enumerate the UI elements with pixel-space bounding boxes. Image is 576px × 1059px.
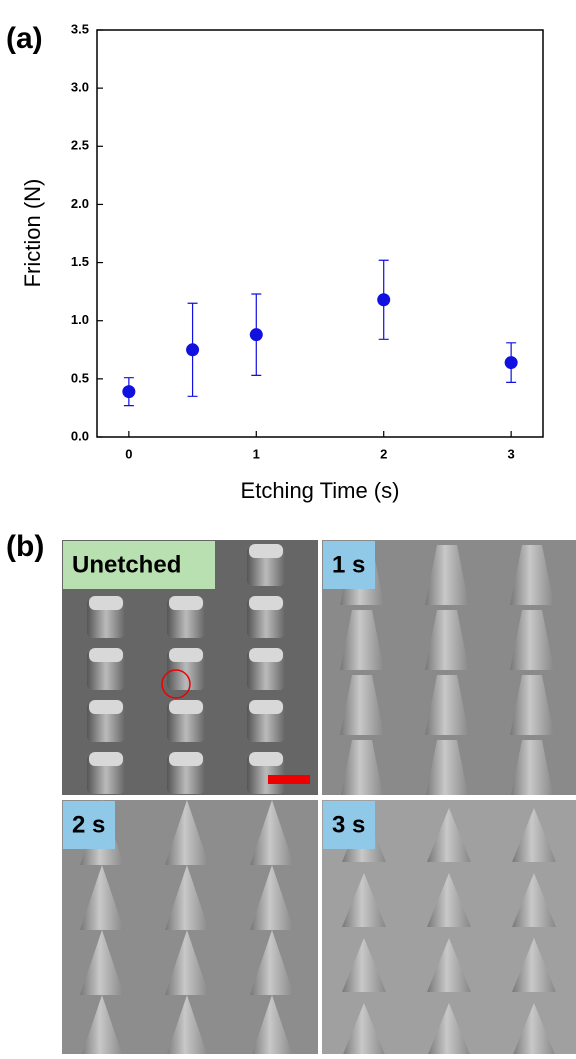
plot-frame [96, 29, 544, 438]
image-label-bg [323, 541, 375, 589]
data-point [249, 328, 263, 342]
data-point [186, 343, 200, 357]
x-tick-label: 1 [253, 446, 260, 461]
scale-bar [268, 775, 310, 784]
y-tick-label: 0.5 [71, 370, 89, 385]
y-tick-label: 0.0 [71, 428, 89, 443]
data-point [504, 356, 518, 370]
x-axis-label: Etching Time (s) [241, 478, 400, 503]
image-label: 3 s [332, 811, 365, 838]
data-point [122, 385, 136, 399]
y-tick-label: 2.0 [71, 196, 89, 211]
y-tick-label: 3.5 [71, 21, 89, 36]
image-label-bg [323, 801, 375, 849]
image-label: Unetched [72, 551, 181, 578]
x-tick-label: 0 [125, 446, 132, 461]
y-tick-label: 1.5 [71, 254, 89, 269]
x-tick-label: 2 [380, 446, 387, 461]
image-label: 1 s [332, 551, 365, 578]
panel-label: (b) [6, 530, 44, 563]
panel-label: (a) [6, 22, 43, 55]
y-tick-label: 1.0 [71, 312, 89, 327]
data-point [377, 293, 391, 307]
x-tick-label: 3 [508, 446, 515, 461]
image-label-bg [63, 801, 115, 849]
y-tick-label: 2.5 [71, 138, 89, 153]
y-tick-label: 3.0 [71, 80, 89, 95]
y-axis-label: Friction (N) [20, 179, 45, 288]
highlight-circle [161, 669, 191, 699]
image-label-bg [63, 541, 215, 589]
image-label: 2 s [72, 811, 105, 838]
